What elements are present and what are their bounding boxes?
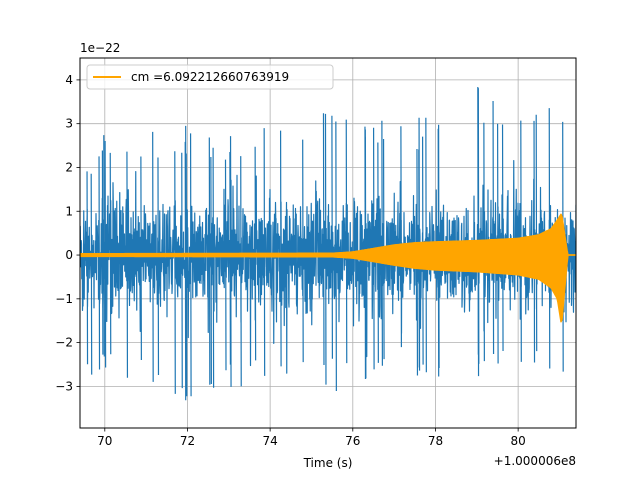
y-tick-label: 1 bbox=[65, 204, 73, 218]
y-tick-label: 3 bbox=[65, 117, 73, 131]
y-tick-label: −1 bbox=[55, 292, 73, 306]
y-tick-label: −3 bbox=[55, 379, 73, 393]
y-tick-label: −2 bbox=[55, 336, 73, 350]
x-tick-label: 74 bbox=[262, 434, 277, 448]
y-tick-label: 0 bbox=[65, 248, 73, 262]
legend: cm =6.092212660763919 bbox=[86, 64, 334, 90]
x-tick-label: 80 bbox=[510, 434, 525, 448]
legend-label: cm =6.092212660763919 bbox=[131, 70, 289, 84]
x-tick-label: 72 bbox=[180, 434, 195, 448]
axis-ticks: 70 72 74 76 78 80 −3 −2 −1 0 1 2 3 4 bbox=[55, 73, 525, 448]
x-tick-label: 78 bbox=[428, 434, 443, 448]
x-tick-label: 70 bbox=[97, 434, 112, 448]
y-scale-label: 1e−22 bbox=[80, 41, 120, 55]
x-tick-label: 76 bbox=[345, 434, 360, 448]
y-tick-label: 2 bbox=[65, 160, 73, 174]
legend-box bbox=[86, 64, 334, 90]
x-axis-label: Time (s) bbox=[303, 456, 353, 470]
x-offset-label: +1.000006e8 bbox=[494, 454, 576, 468]
plot-frame bbox=[79, 57, 577, 429]
y-tick-label: 4 bbox=[65, 73, 73, 87]
